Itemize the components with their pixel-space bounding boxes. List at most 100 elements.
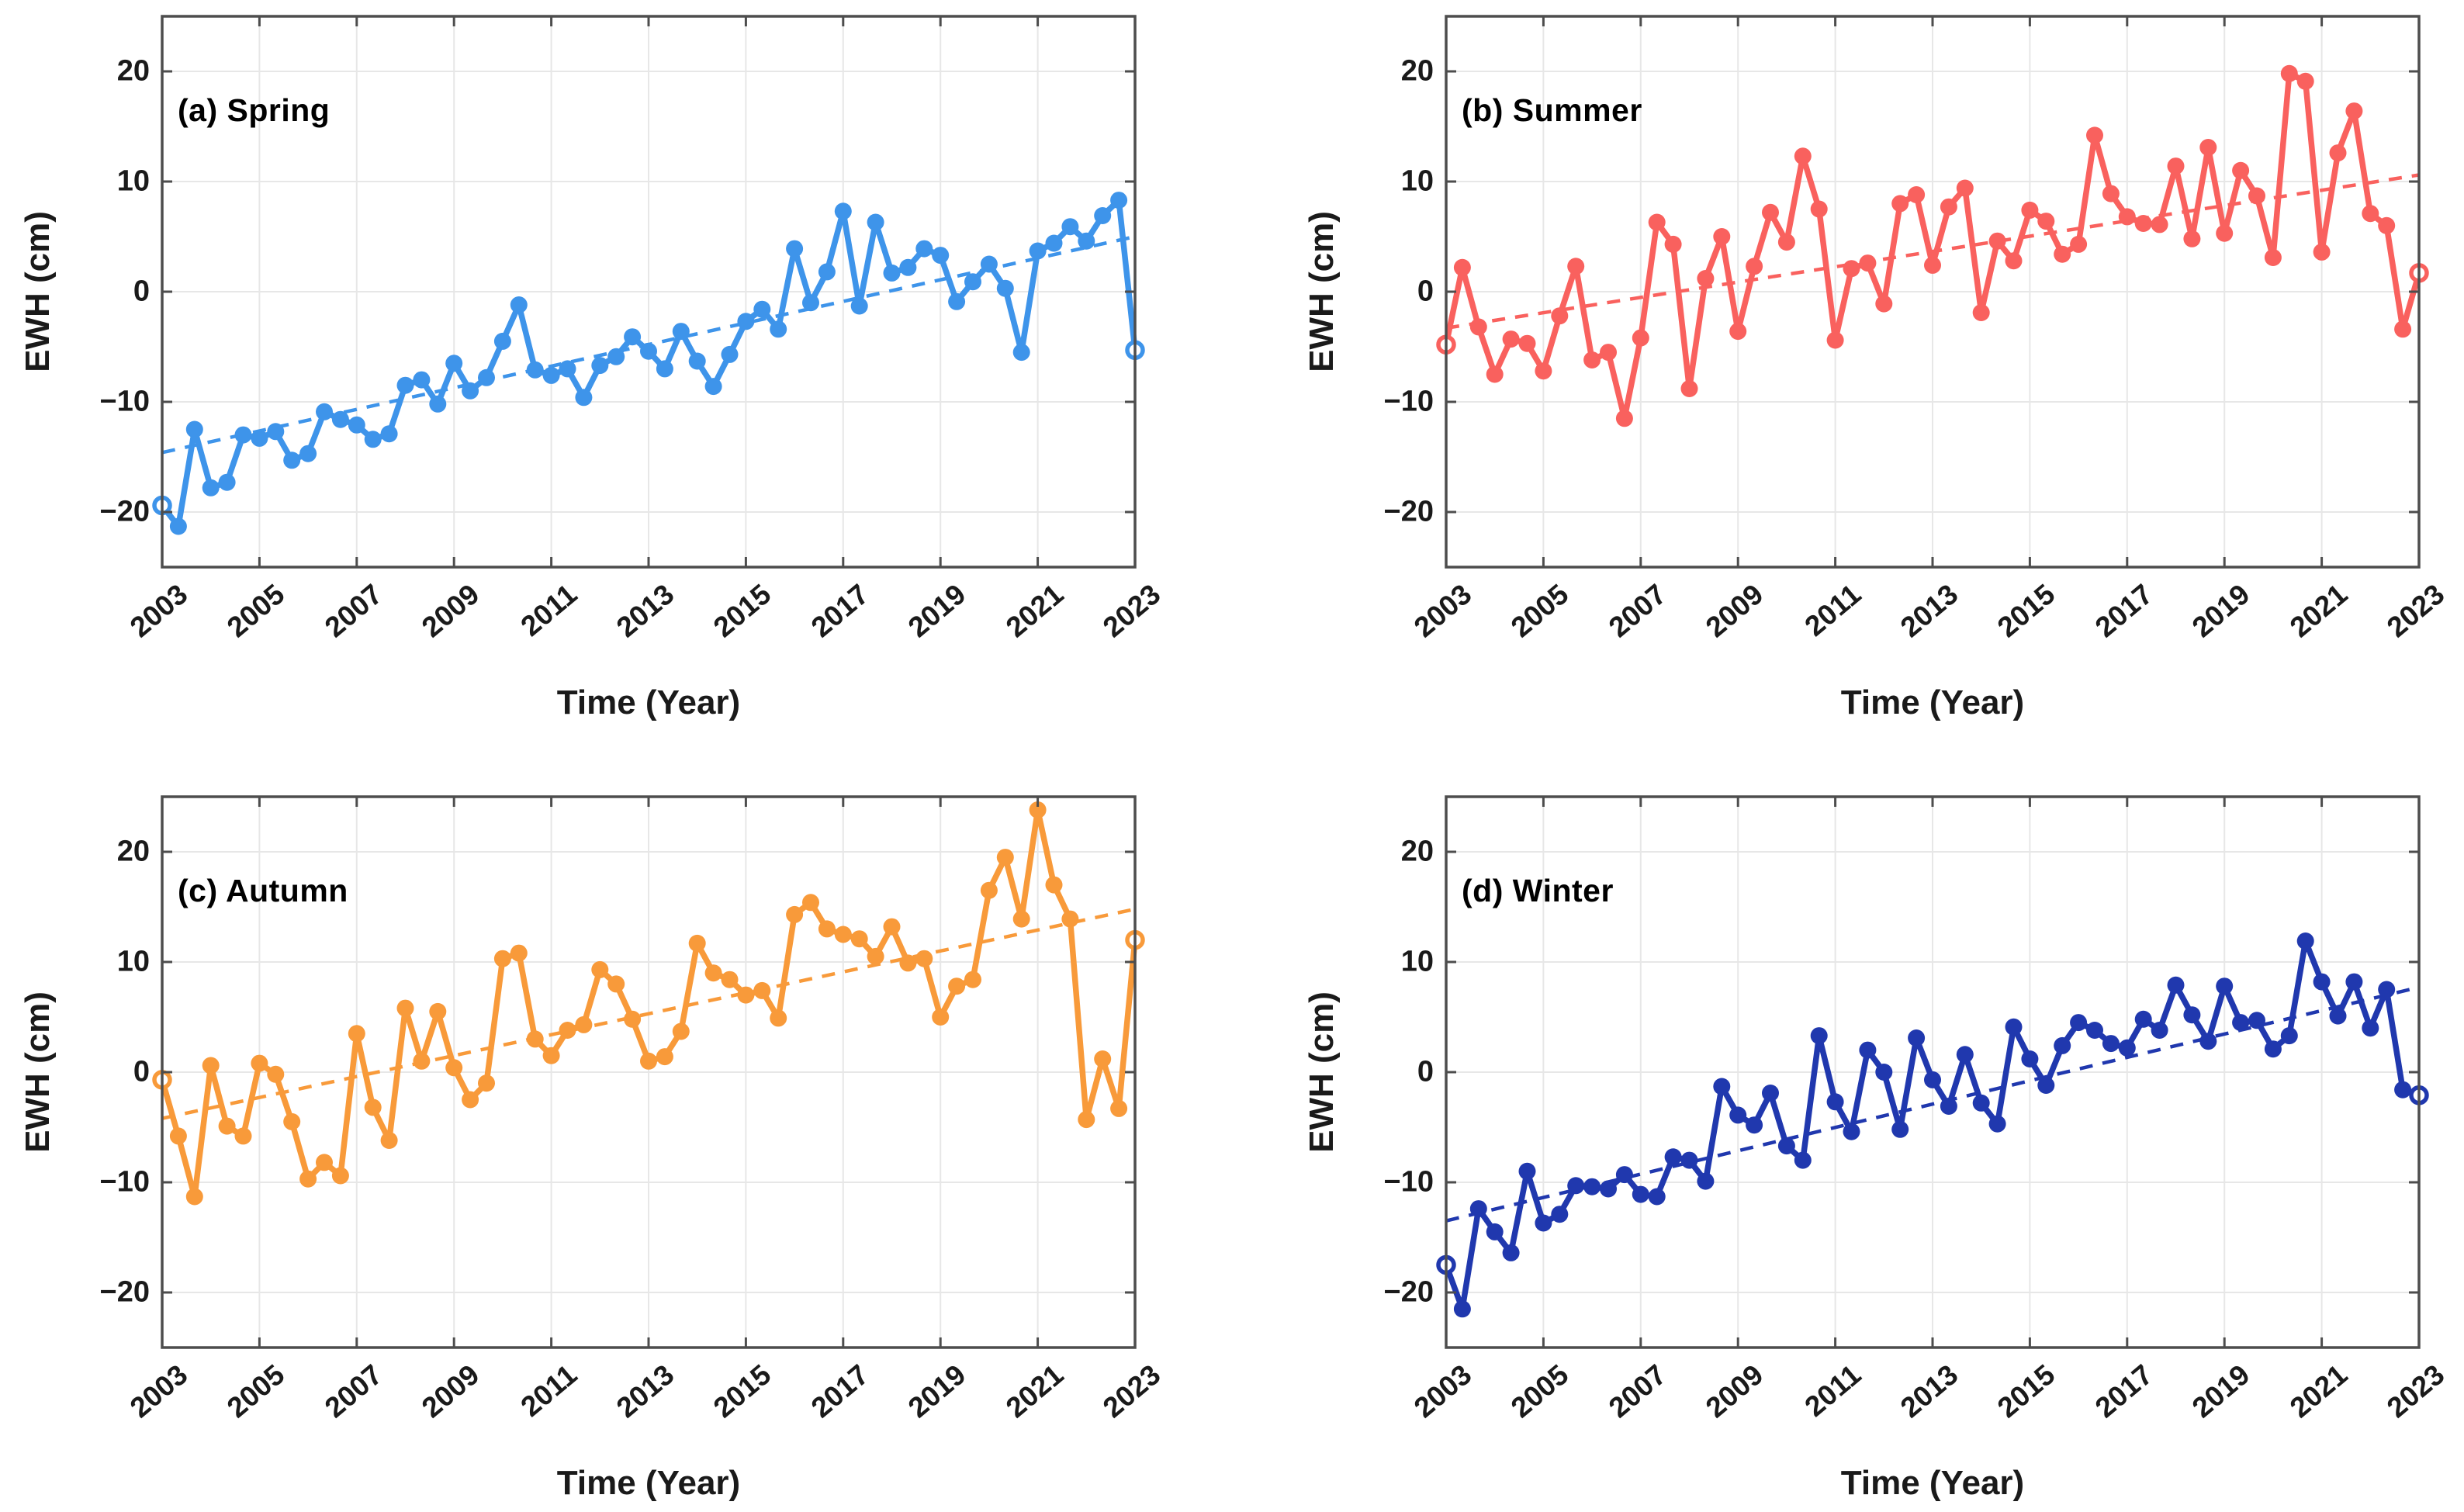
data-marker: [818, 920, 836, 938]
data-marker: [688, 934, 706, 952]
data-marker: [185, 1188, 203, 1206]
data-marker: [867, 947, 884, 965]
data-marker: [1713, 228, 1731, 245]
data-marker: [624, 328, 642, 346]
y-tick-label: 20: [1400, 54, 1434, 88]
y-tick-label: −20: [99, 495, 150, 528]
data-marker: [526, 361, 544, 379]
y-tick-label: −10: [99, 1165, 150, 1199]
data-marker: [2183, 230, 2201, 247]
data-marker: [802, 894, 819, 912]
y-tick-label: 20: [116, 835, 150, 868]
data-marker: [656, 1048, 673, 1066]
data-marker: [721, 345, 739, 363]
data-marker: [2296, 932, 2314, 950]
y-tick-label: 10: [1400, 945, 1434, 978]
data-marker: [493, 950, 511, 967]
y-axis-label: EWH (cm): [1303, 211, 1341, 372]
data-marker: [1583, 351, 1601, 368]
data-marker: [1535, 1214, 1552, 1232]
data-marker: [1680, 380, 1698, 397]
data-marker: [964, 971, 981, 988]
data-marker: [1777, 1137, 1795, 1155]
x-tick-label: 2009: [1700, 578, 1770, 644]
data-marker: [2329, 1007, 2347, 1025]
data-marker: [2216, 977, 2234, 995]
data-marker: [1908, 186, 1926, 203]
data-marker: [2118, 208, 2136, 226]
y-tick-label: 20: [116, 54, 150, 88]
data-marker: [737, 986, 755, 1004]
data-marker: [478, 1074, 495, 1092]
data-marker: [1518, 334, 1536, 352]
data-marker: [1110, 1099, 1128, 1117]
data-marker: [462, 1091, 479, 1109]
data-marker: [1697, 1172, 1715, 1190]
panel-label-summer: (b) Summer: [1462, 92, 1642, 128]
data-marker: [640, 342, 657, 360]
x-tick-label: 2011: [514, 578, 583, 643]
data-marker: [2151, 216, 2168, 234]
data-marker: [1648, 1188, 1666, 1206]
summer-chart-canvas: [1436, 15, 2429, 569]
data-marker: [1859, 254, 1877, 272]
y-tick-label: 0: [133, 275, 150, 308]
data-marker: [899, 954, 917, 972]
y-tick-label: 20: [1400, 835, 1434, 868]
data-marker: [251, 429, 268, 447]
data-marker: [1094, 1050, 1112, 1067]
data-marker: [2232, 161, 2250, 179]
data-marker: [915, 950, 933, 967]
x-tick-label: 2003: [1407, 578, 1478, 644]
data-marker: [1940, 1098, 1957, 1115]
data-marker: [1746, 1116, 1763, 1134]
y-tick-label: −20: [99, 1275, 150, 1309]
panel-autumn: (c) Autumn Time (Year) EWH (cm) −20 −10 0 1…: [19, 795, 1166, 1502]
data-marker: [1094, 207, 1112, 224]
data-marker: [2199, 139, 2217, 156]
data-marker: [624, 1010, 642, 1028]
data-marker: [283, 452, 301, 469]
data-marker: [2054, 1036, 2071, 1054]
x-tick-label: 2009: [1700, 1358, 1770, 1424]
x-tick-label: 2021: [999, 1358, 1069, 1424]
x-tick-label: 2003: [1407, 1358, 1478, 1424]
data-marker: [1551, 307, 1569, 325]
data-marker: [1729, 1106, 1747, 1124]
data-marker: [429, 395, 447, 413]
data-marker: [1078, 1111, 1095, 1129]
data-marker: [1826, 1093, 1844, 1111]
x-tick-label: 2021: [999, 578, 1069, 644]
x-tick-label: 2009: [416, 578, 486, 644]
data-marker: [1729, 323, 1747, 341]
x-tick-label: 2023: [1096, 578, 1167, 644]
x-tick-label: 2019: [2186, 1358, 2256, 1424]
data-marker: [364, 1099, 382, 1116]
data-marker: [2280, 64, 2298, 82]
x-tick-label: 2005: [221, 578, 291, 644]
data-marker: [542, 1047, 560, 1064]
data-marker: [1875, 1064, 1893, 1081]
data-marker: [607, 348, 625, 365]
panel-label-winter: (d) Winter: [1462, 873, 1614, 908]
x-axis-label: Time (Year): [556, 1464, 741, 1502]
data-marker: [818, 263, 836, 281]
data-marker: [915, 240, 933, 258]
data-marker: [2151, 1022, 2168, 1039]
data-marker: [1972, 304, 1990, 321]
data-marker: [1810, 200, 1828, 218]
data-marker: [2232, 1014, 2250, 1032]
winter-chart-canvas: [1436, 795, 2429, 1349]
data-marker: [2199, 1033, 2217, 1050]
x-tick-label: 2023: [2380, 1358, 2451, 1424]
x-tick-label: 2013: [1894, 1358, 1964, 1424]
data-marker: [1469, 1200, 1487, 1218]
data-marker: [2296, 72, 2314, 90]
data-marker: [1615, 1166, 1633, 1184]
y-tick-label: 0: [1417, 1055, 1434, 1088]
data-marker: [1988, 232, 2006, 250]
data-marker: [283, 1112, 301, 1130]
data-marker: [1648, 213, 1666, 231]
data-marker: [2102, 1035, 2120, 1053]
data-marker: [1551, 1206, 1569, 1223]
